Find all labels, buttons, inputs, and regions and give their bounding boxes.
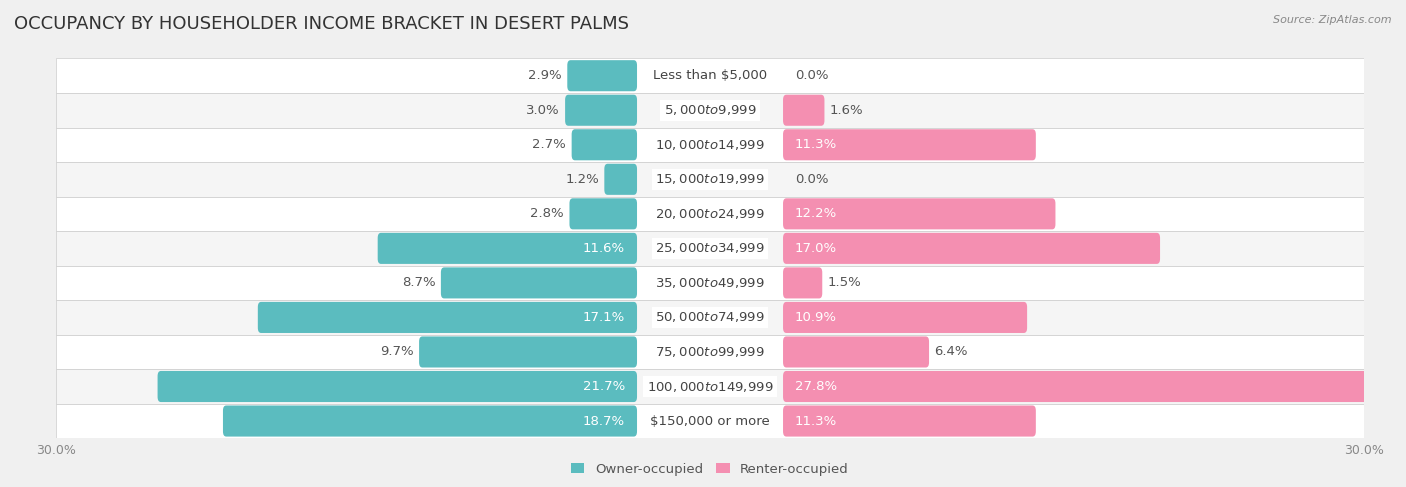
FancyBboxPatch shape [224, 406, 637, 436]
Text: 1.6%: 1.6% [830, 104, 863, 117]
Text: $20,000 to $24,999: $20,000 to $24,999 [655, 207, 765, 221]
Text: 1.5%: 1.5% [828, 277, 862, 289]
Text: 11.3%: 11.3% [794, 138, 837, 151]
FancyBboxPatch shape [257, 302, 637, 333]
Bar [56, 128, 1364, 162]
Text: 12.2%: 12.2% [794, 207, 837, 220]
Bar [56, 58, 1364, 93]
FancyBboxPatch shape [605, 164, 637, 195]
Text: 17.0%: 17.0% [794, 242, 837, 255]
Text: 17.1%: 17.1% [583, 311, 626, 324]
Text: 9.7%: 9.7% [380, 345, 413, 358]
Text: 2.7%: 2.7% [533, 138, 567, 151]
FancyBboxPatch shape [569, 198, 637, 229]
FancyBboxPatch shape [441, 267, 637, 299]
Bar [56, 231, 1364, 265]
FancyBboxPatch shape [378, 233, 637, 264]
Text: 0.0%: 0.0% [794, 69, 828, 82]
FancyBboxPatch shape [783, 129, 1036, 160]
FancyBboxPatch shape [783, 267, 823, 299]
Text: 2.9%: 2.9% [529, 69, 562, 82]
Text: $75,000 to $99,999: $75,000 to $99,999 [655, 345, 765, 359]
FancyBboxPatch shape [567, 60, 637, 91]
FancyBboxPatch shape [572, 129, 637, 160]
Text: $25,000 to $34,999: $25,000 to $34,999 [655, 242, 765, 255]
Text: 2.8%: 2.8% [530, 207, 564, 220]
FancyBboxPatch shape [565, 94, 637, 126]
Text: $100,000 to $149,999: $100,000 to $149,999 [647, 379, 773, 393]
FancyBboxPatch shape [783, 198, 1056, 229]
Bar [56, 93, 1364, 128]
Text: 0.0%: 0.0% [794, 173, 828, 186]
Bar [56, 404, 1364, 438]
Bar [56, 162, 1364, 197]
Text: 18.7%: 18.7% [583, 414, 626, 428]
FancyBboxPatch shape [783, 94, 824, 126]
FancyBboxPatch shape [419, 337, 637, 368]
Text: 11.6%: 11.6% [583, 242, 626, 255]
FancyBboxPatch shape [783, 337, 929, 368]
FancyBboxPatch shape [157, 371, 637, 402]
Text: $150,000 or more: $150,000 or more [650, 414, 770, 428]
Text: 3.0%: 3.0% [526, 104, 560, 117]
Text: $50,000 to $74,999: $50,000 to $74,999 [655, 310, 765, 324]
Text: 6.4%: 6.4% [935, 345, 967, 358]
FancyBboxPatch shape [783, 406, 1036, 436]
Bar [56, 335, 1364, 369]
Text: 11.3%: 11.3% [794, 414, 837, 428]
Text: OCCUPANCY BY HOUSEHOLDER INCOME BRACKET IN DESERT PALMS: OCCUPANCY BY HOUSEHOLDER INCOME BRACKET … [14, 15, 628, 33]
Text: 21.7%: 21.7% [583, 380, 626, 393]
Bar [56, 369, 1364, 404]
Bar [56, 197, 1364, 231]
Text: $10,000 to $14,999: $10,000 to $14,999 [655, 138, 765, 152]
Legend: Owner-occupied, Renter-occupied: Owner-occupied, Renter-occupied [567, 457, 853, 481]
Text: $15,000 to $19,999: $15,000 to $19,999 [655, 172, 765, 187]
Text: Source: ZipAtlas.com: Source: ZipAtlas.com [1274, 15, 1392, 25]
Text: 27.8%: 27.8% [794, 380, 837, 393]
Text: 1.2%: 1.2% [565, 173, 599, 186]
Text: $35,000 to $49,999: $35,000 to $49,999 [655, 276, 765, 290]
Bar [56, 300, 1364, 335]
FancyBboxPatch shape [783, 371, 1395, 402]
Text: $5,000 to $9,999: $5,000 to $9,999 [664, 103, 756, 117]
Text: 10.9%: 10.9% [794, 311, 837, 324]
Bar [56, 265, 1364, 300]
FancyBboxPatch shape [783, 302, 1028, 333]
FancyBboxPatch shape [783, 233, 1160, 264]
Text: 8.7%: 8.7% [402, 277, 436, 289]
Text: Less than $5,000: Less than $5,000 [652, 69, 768, 82]
